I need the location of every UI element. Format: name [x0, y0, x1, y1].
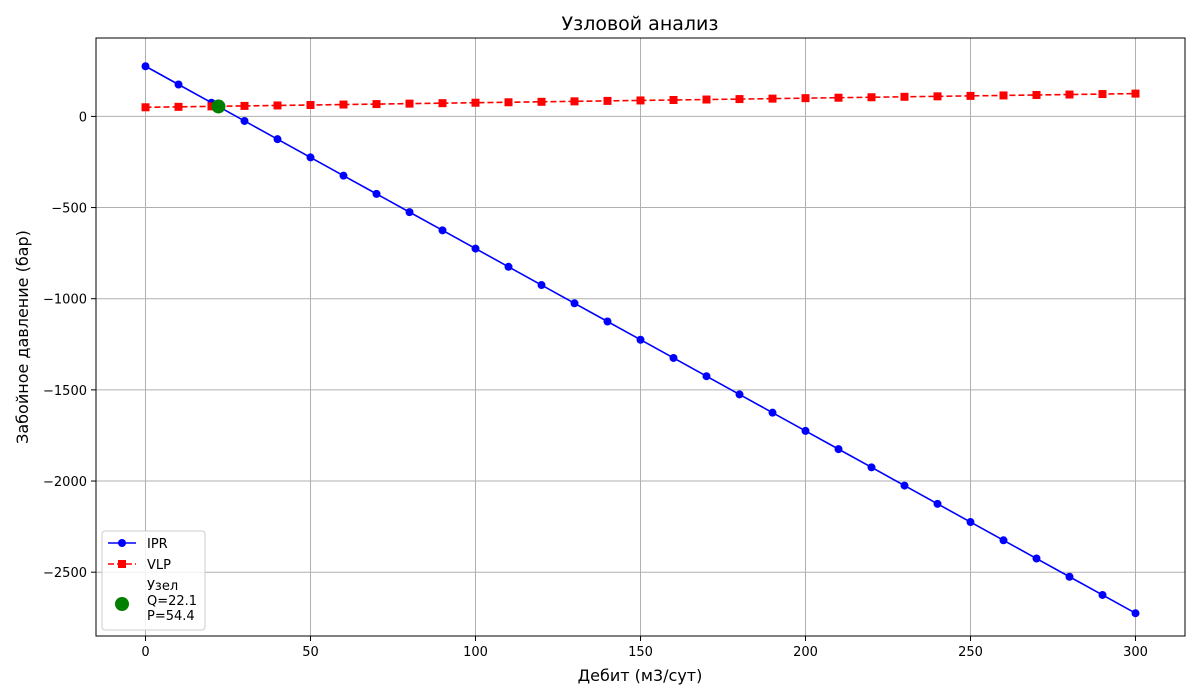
ipr-point — [1065, 572, 1074, 581]
y-tick-label: −1000 — [43, 293, 87, 308]
ipr-point — [273, 135, 282, 144]
vlp-point — [900, 92, 909, 101]
legend-node-marker — [115, 597, 129, 611]
ipr-point — [834, 445, 843, 454]
vlp-point — [801, 94, 810, 103]
vlp-point — [570, 97, 579, 106]
legend-node-line-2: Q=22.1 — [147, 594, 197, 609]
vlp-point — [339, 100, 348, 109]
ipr-point — [801, 426, 810, 435]
vlp-point — [1065, 90, 1074, 99]
x-axis-label: Дебит (м3/сут) — [578, 666, 703, 685]
vlp-point — [240, 101, 249, 110]
ipr-point — [669, 353, 678, 362]
vlp-point — [537, 97, 546, 106]
ticks: 0 50 100 150 200 250 300 −2500 −2000 −1500 −1000 −5… — [43, 110, 1148, 660]
x-tick-label: 300 — [1123, 645, 1148, 660]
vlp-point — [603, 96, 612, 105]
x-tick-label: 100 — [463, 645, 488, 660]
vlp-point — [867, 93, 876, 102]
ipr-point — [1131, 609, 1140, 618]
y-tick-label: −2000 — [43, 475, 87, 490]
chart-title: Узловой анализ — [562, 13, 719, 35]
ipr-point — [174, 80, 183, 89]
vlp-point — [966, 91, 975, 100]
vlp-point — [174, 102, 183, 111]
vlp-point — [141, 103, 150, 112]
legend-ipr-label: IPR — [147, 537, 168, 552]
grid — [96, 38, 1185, 636]
x-tick-label: 250 — [958, 645, 983, 660]
y-tick-label: −500 — [51, 202, 87, 217]
legend-node-label: Узел Q=22.1 P=54.4 — [147, 579, 201, 624]
ipr-point — [339, 171, 348, 180]
ipr-point — [867, 463, 876, 472]
vlp-point — [933, 92, 942, 101]
vlp-point — [735, 95, 744, 104]
vlp-point — [372, 100, 381, 109]
vlp-point — [834, 93, 843, 102]
ipr-point — [702, 372, 711, 381]
y-tick-label: −1500 — [43, 384, 87, 399]
vlp-point — [768, 94, 777, 103]
node-point — [211, 99, 226, 114]
vlp-point — [1032, 90, 1041, 99]
ipr-point — [999, 536, 1008, 545]
vlp-point — [306, 101, 315, 110]
vlp-point — [702, 95, 711, 104]
ipr-point — [504, 262, 513, 271]
ipr-point — [240, 116, 249, 125]
x-tick-label: 50 — [302, 645, 319, 660]
ipr-point — [966, 518, 975, 527]
ipr-point — [570, 299, 579, 308]
ipr-point — [933, 499, 942, 508]
legend-node-line-3: P=54.4 — [147, 609, 195, 624]
legend: IPR VLP Узел Q=22.1 P=54.4 — [101, 530, 206, 631]
vlp-point — [471, 98, 480, 107]
vlp-point — [1098, 90, 1107, 99]
vlp-point — [1131, 89, 1140, 98]
x-tick-label: 0 — [141, 645, 149, 660]
vlp-point — [636, 96, 645, 105]
ipr-point — [900, 481, 909, 490]
ipr-point — [603, 317, 612, 326]
legend-ipr-marker — [118, 539, 126, 547]
legend-vlp-label: VLP — [147, 558, 171, 573]
ipr-point — [438, 226, 447, 235]
ipr-point — [306, 153, 315, 162]
y-axis-label: Забойное давление (бар) — [13, 230, 32, 444]
vlp-point — [999, 91, 1008, 100]
ipr-point — [735, 390, 744, 399]
legend-vlp-marker — [118, 560, 126, 568]
ipr-point — [405, 208, 414, 217]
vlp-point — [405, 99, 414, 108]
ipr-point — [768, 408, 777, 417]
vlp-point — [669, 95, 678, 104]
ipr-point — [372, 189, 381, 198]
ipr-point — [537, 281, 546, 290]
ipr-point — [1032, 554, 1041, 563]
ipr-point — [1098, 590, 1107, 599]
vlp-point — [504, 98, 513, 107]
vlp-point — [273, 101, 282, 110]
series-layer — [141, 62, 1140, 618]
y-tick-label: −2500 — [43, 566, 87, 581]
x-tick-label: 200 — [793, 645, 818, 660]
y-tick-label: 0 — [79, 110, 87, 125]
ipr-point — [141, 62, 150, 71]
legend-node-line-1: Узел — [147, 579, 178, 594]
ipr-point — [471, 244, 480, 253]
vlp-point — [438, 99, 447, 108]
x-tick-label: 150 — [628, 645, 653, 660]
ipr-point — [636, 335, 645, 344]
